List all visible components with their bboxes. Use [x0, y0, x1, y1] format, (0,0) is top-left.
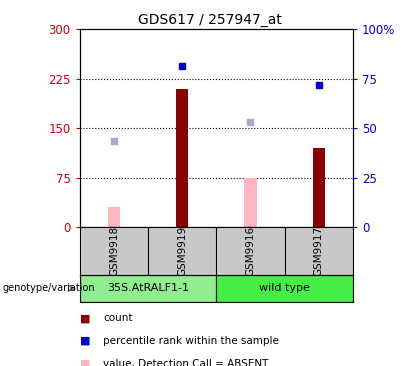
- Text: wild type: wild type: [259, 283, 310, 293]
- Text: ■: ■: [80, 359, 90, 366]
- Text: ■: ■: [80, 313, 90, 324]
- Text: GSM9917: GSM9917: [314, 226, 324, 276]
- Text: 35S.AtRALF1-1: 35S.AtRALF1-1: [107, 283, 189, 293]
- Text: value, Detection Call = ABSENT: value, Detection Call = ABSENT: [103, 359, 268, 366]
- Bar: [176, 89, 188, 227]
- Text: GSM9919: GSM9919: [177, 226, 187, 276]
- Bar: [312, 148, 325, 227]
- Text: GDS617 / 257947_at: GDS617 / 257947_at: [138, 13, 282, 27]
- Text: ■: ■: [80, 336, 90, 346]
- Text: count: count: [103, 313, 132, 324]
- Bar: [108, 207, 120, 227]
- Bar: [216, 274, 353, 302]
- Bar: [80, 274, 216, 302]
- Bar: [244, 178, 257, 227]
- Text: genotype/variation: genotype/variation: [2, 283, 95, 293]
- Text: GSM9918: GSM9918: [109, 226, 119, 276]
- Text: GSM9916: GSM9916: [245, 226, 255, 276]
- Text: percentile rank within the sample: percentile rank within the sample: [103, 336, 279, 346]
